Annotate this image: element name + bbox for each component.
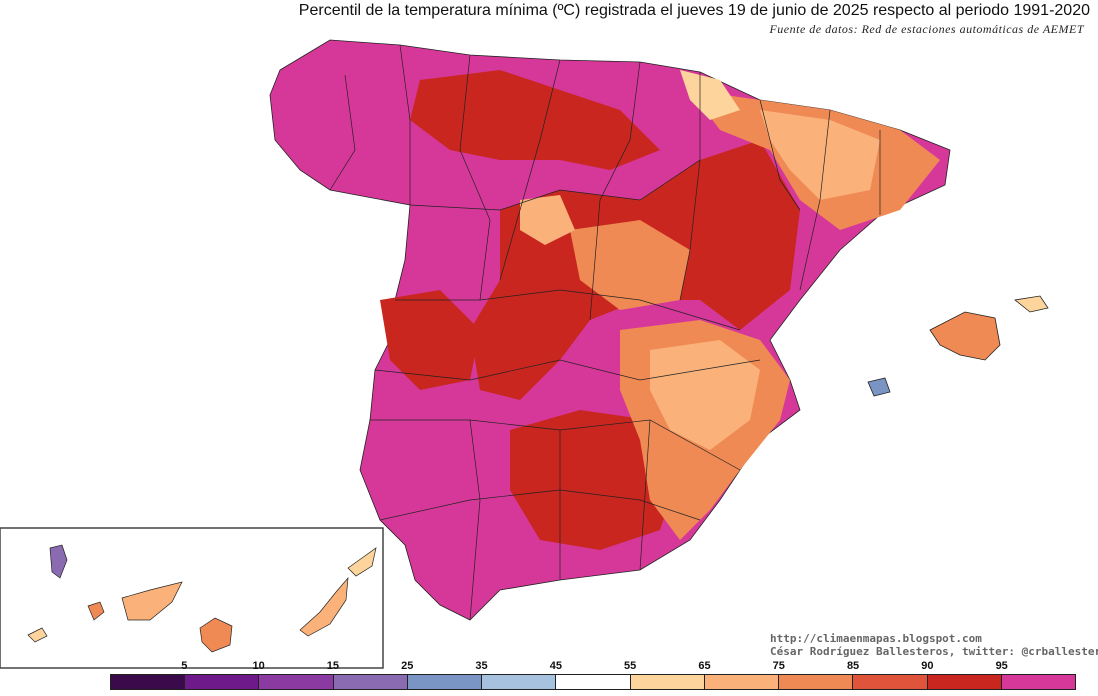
legend-swatch bbox=[482, 675, 557, 689]
legend-tick-label: 25 bbox=[401, 660, 414, 672]
zone-orange-center bbox=[570, 220, 690, 310]
tenerife bbox=[121, 581, 183, 621]
map-title: Percentil de la temperatura mínima (ºC) … bbox=[298, 2, 1090, 19]
legend-swatch bbox=[927, 675, 1002, 689]
legend-swatch bbox=[333, 675, 408, 689]
legend-swatch bbox=[185, 675, 260, 689]
legend-swatch bbox=[259, 675, 334, 689]
la-gomera bbox=[87, 601, 105, 621]
lanzarote bbox=[347, 547, 377, 577]
legend-swatch bbox=[407, 675, 483, 689]
legend-tick-label: 95 bbox=[995, 660, 1008, 672]
legend-tick-label: 55 bbox=[624, 660, 637, 672]
legend-tick-label: 65 bbox=[698, 660, 711, 672]
legend-swatch bbox=[630, 675, 705, 689]
legend-ticks: 5 10 15 25 35 45 55 65 75 85 90 95 bbox=[110, 660, 1076, 674]
zone-light-ebro bbox=[680, 70, 740, 120]
legend-tick-label: 75 bbox=[772, 660, 785, 672]
mallorca bbox=[929, 311, 1001, 361]
author-credit: César Rodríguez Ballesteros, twitter: @c… bbox=[770, 645, 1098, 658]
legend-swatch bbox=[853, 675, 928, 689]
menorca bbox=[1014, 295, 1049, 313]
zone-red-south bbox=[510, 410, 680, 550]
data-source: Fuente de datos: Red de estaciones autom… bbox=[769, 22, 1084, 36]
blog-url: http://climaenmapas.blogspot.com bbox=[770, 632, 982, 645]
legend-tick-label: 45 bbox=[549, 660, 562, 672]
legend-swatch bbox=[1001, 675, 1076, 689]
legend-tick-label: 5 bbox=[181, 660, 188, 672]
province-borders bbox=[329, 44, 881, 621]
legend-swatch bbox=[111, 675, 186, 689]
el-hierro bbox=[27, 627, 48, 643]
legend-swatch bbox=[704, 675, 780, 689]
zone-red-north bbox=[410, 70, 660, 170]
zone-light-levante bbox=[650, 340, 760, 450]
color-legend bbox=[110, 674, 1076, 690]
zone-red-west bbox=[380, 290, 480, 390]
legend-tick-label: 10 bbox=[252, 660, 265, 672]
legend-tick-label: 15 bbox=[326, 660, 340, 672]
fuerteventura bbox=[299, 576, 349, 637]
la-palma bbox=[49, 544, 68, 579]
gran-canaria bbox=[199, 617, 233, 653]
zone-light-madrid bbox=[520, 195, 575, 245]
legend-tick-label: 90 bbox=[921, 660, 934, 672]
zone-light-east bbox=[760, 110, 880, 200]
legend-tick-label: 85 bbox=[846, 660, 860, 672]
legend-tick-label: 35 bbox=[475, 660, 488, 672]
ibiza bbox=[867, 377, 891, 397]
legend-swatch bbox=[556, 675, 631, 689]
legend-swatch bbox=[779, 675, 854, 689]
